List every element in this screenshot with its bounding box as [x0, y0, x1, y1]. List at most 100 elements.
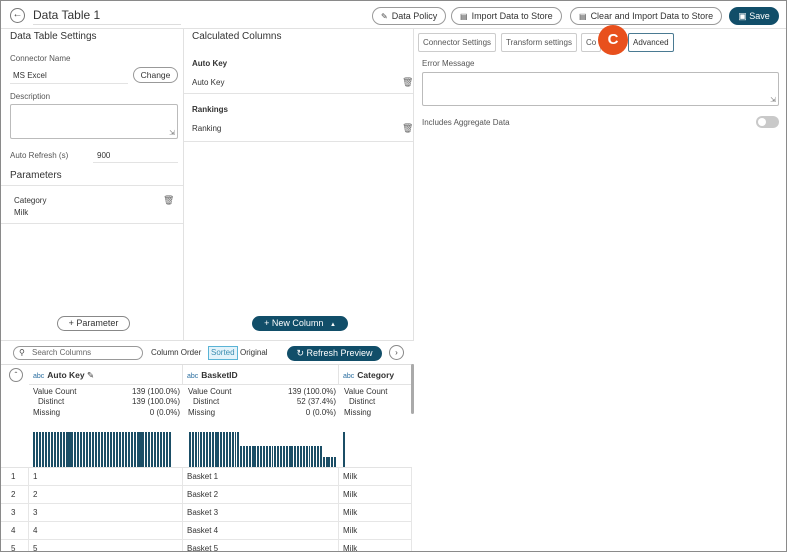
- histogram-bar: [160, 432, 163, 467]
- stat-label: Distinct: [38, 397, 65, 406]
- histogram-bar: [142, 432, 145, 467]
- column-header-category[interactable]: abc Category: [339, 365, 412, 385]
- top-bar: ← Data Table 1 ✎ Data Policy ▤ Import Data…: [1, 1, 786, 29]
- histogram-bar: [248, 446, 251, 467]
- calculated-column-item[interactable]: Auto Key: [192, 78, 225, 87]
- cell-category: Milk: [339, 504, 412, 522]
- histogram-bar: [166, 432, 169, 467]
- column-header-auto-key[interactable]: abc Auto Key ✎: [29, 365, 183, 385]
- chevron-right-icon[interactable]: ›: [389, 345, 404, 360]
- change-connector-button[interactable]: Change: [133, 67, 178, 83]
- histogram-bar: [237, 432, 240, 467]
- histogram-bar: [291, 446, 294, 467]
- caret-up-icon: ▲: [329, 322, 336, 328]
- histogram-bar: [203, 432, 206, 467]
- histogram-bar: [251, 446, 254, 467]
- resize-handle-icon: ⇲: [169, 130, 175, 137]
- stat-value: 52 (37.4%): [296, 397, 336, 406]
- column-group-title: Auto Key: [192, 59, 228, 68]
- sorted-option[interactable]: Sorted: [208, 346, 238, 360]
- cell-category: Milk: [339, 486, 412, 504]
- add-parameter-button[interactable]: + Parameter: [57, 316, 130, 331]
- error-message-input[interactable]: ⇲: [422, 72, 779, 106]
- histogram-bar: [208, 432, 211, 467]
- original-option[interactable]: Original: [240, 348, 268, 357]
- table-row[interactable]: 5 5 Basket 5 Milk: [1, 540, 412, 551]
- stat-value: 139 (100.0%): [287, 387, 336, 396]
- database-clear-icon: ▤: [579, 12, 587, 21]
- vertical-scrollbar[interactable]: [411, 364, 414, 414]
- auto-refresh-label: Auto Refresh (s): [10, 151, 69, 160]
- histogram-bar: [80, 432, 83, 467]
- auto-refresh-input[interactable]: 900: [97, 151, 111, 160]
- save-icon: ▣: [738, 11, 747, 21]
- table-row[interactable]: 3 3 Basket 3 Milk: [1, 504, 412, 522]
- column-header-basketid[interactable]: abc BasketID: [183, 365, 339, 385]
- stat-label: Value Count: [33, 387, 77, 396]
- stat-label: Value Count: [188, 387, 232, 396]
- connector-name-label: Connector Name: [10, 54, 71, 63]
- histogram-bar: [308, 446, 311, 467]
- histogram-bar: [280, 446, 282, 467]
- calculated-column-item[interactable]: Ranking: [192, 124, 222, 133]
- aggregate-data-toggle[interactable]: [756, 116, 779, 128]
- histogram-bar: [124, 432, 127, 467]
- tab-advanced[interactable]: Advanced: [628, 33, 674, 52]
- histogram-bar: [302, 446, 305, 467]
- row-number: 5: [1, 540, 29, 551]
- cell-category: Milk: [339, 522, 412, 540]
- histogram-bar: [191, 432, 194, 467]
- column-order-label: Column Order: [151, 348, 202, 357]
- tab-transform-settings[interactable]: Transform settings: [501, 33, 577, 52]
- new-column-button[interactable]: + New Column ▲: [252, 316, 348, 331]
- resize-handle-icon: ⇲: [770, 97, 776, 104]
- chevron-up-icon[interactable]: ˆ: [9, 368, 23, 382]
- stat-label: Distinct: [193, 397, 220, 406]
- histogram-bar: [200, 432, 203, 467]
- table-row[interactable]: 4 4 Basket 4 Milk: [1, 522, 412, 540]
- cell-auto-key: 5: [29, 540, 183, 551]
- histogram-bar: [317, 446, 319, 467]
- histogram-bar: [322, 456, 325, 467]
- more-ellipsis: …: [173, 461, 181, 470]
- histogram-bar: [311, 446, 314, 467]
- stat-value: 0 (0.0%): [149, 408, 180, 417]
- refresh-preview-button[interactable]: ↻ Refresh Preview: [287, 346, 382, 361]
- description-input[interactable]: ⇲: [10, 104, 178, 139]
- description-label: Description: [10, 92, 51, 101]
- calculated-columns-panel: Calculated Columns Auto Key Auto Key 🗑 R…: [184, 29, 414, 340]
- preview-toolbar: ⚲ Search Columns Column Order Sorted Ori…: [1, 340, 414, 364]
- delete-column-icon[interactable]: 🗑: [402, 123, 414, 133]
- save-button[interactable]: ▣ Save: [729, 7, 779, 25]
- table-title[interactable]: Data Table 1: [33, 8, 181, 25]
- histogram-bar: [106, 432, 109, 467]
- table-row[interactable]: 2 2 Basket 2 Milk: [1, 486, 412, 504]
- delete-parameter-icon[interactable]: 🗑: [163, 195, 175, 205]
- parameter-value: Milk: [14, 208, 29, 217]
- histogram-bar: [89, 432, 92, 467]
- histogram-bar: [325, 456, 328, 467]
- delete-column-icon[interactable]: 🗑: [402, 77, 414, 87]
- histogram-bar: [71, 432, 74, 467]
- histogram-bar: [217, 432, 220, 467]
- data-policy-button[interactable]: ✎ Data Policy: [372, 7, 447, 25]
- stat-label: Distinct: [349, 397, 376, 406]
- histogram-bar: [240, 446, 243, 467]
- more-ellipsis: …: [331, 461, 339, 470]
- search-columns-input[interactable]: ⚲ Search Columns: [13, 346, 143, 360]
- histogram-bar: [98, 432, 101, 467]
- database-icon: ▤: [460, 12, 468, 21]
- histogram-bar: [277, 446, 280, 467]
- clear-import-button[interactable]: ▤ Clear and Import Data to Store: [570, 7, 723, 25]
- row-number: 2: [1, 486, 29, 504]
- cell-auto-key: 1: [29, 468, 183, 486]
- table-row[interactable]: 1 1 Basket 1 Milk: [1, 468, 412, 486]
- tab-connector-settings[interactable]: Connector Settings: [418, 33, 497, 52]
- calculated-columns-heading: Calculated Columns: [192, 31, 282, 42]
- back-button[interactable]: ←: [10, 8, 25, 23]
- histogram-bar: [139, 432, 142, 467]
- histogram-bar: [95, 432, 98, 467]
- import-data-button[interactable]: ▤ Import Data to Store: [451, 7, 562, 25]
- aggregate-data-label: Includes Aggregate Data: [422, 118, 510, 127]
